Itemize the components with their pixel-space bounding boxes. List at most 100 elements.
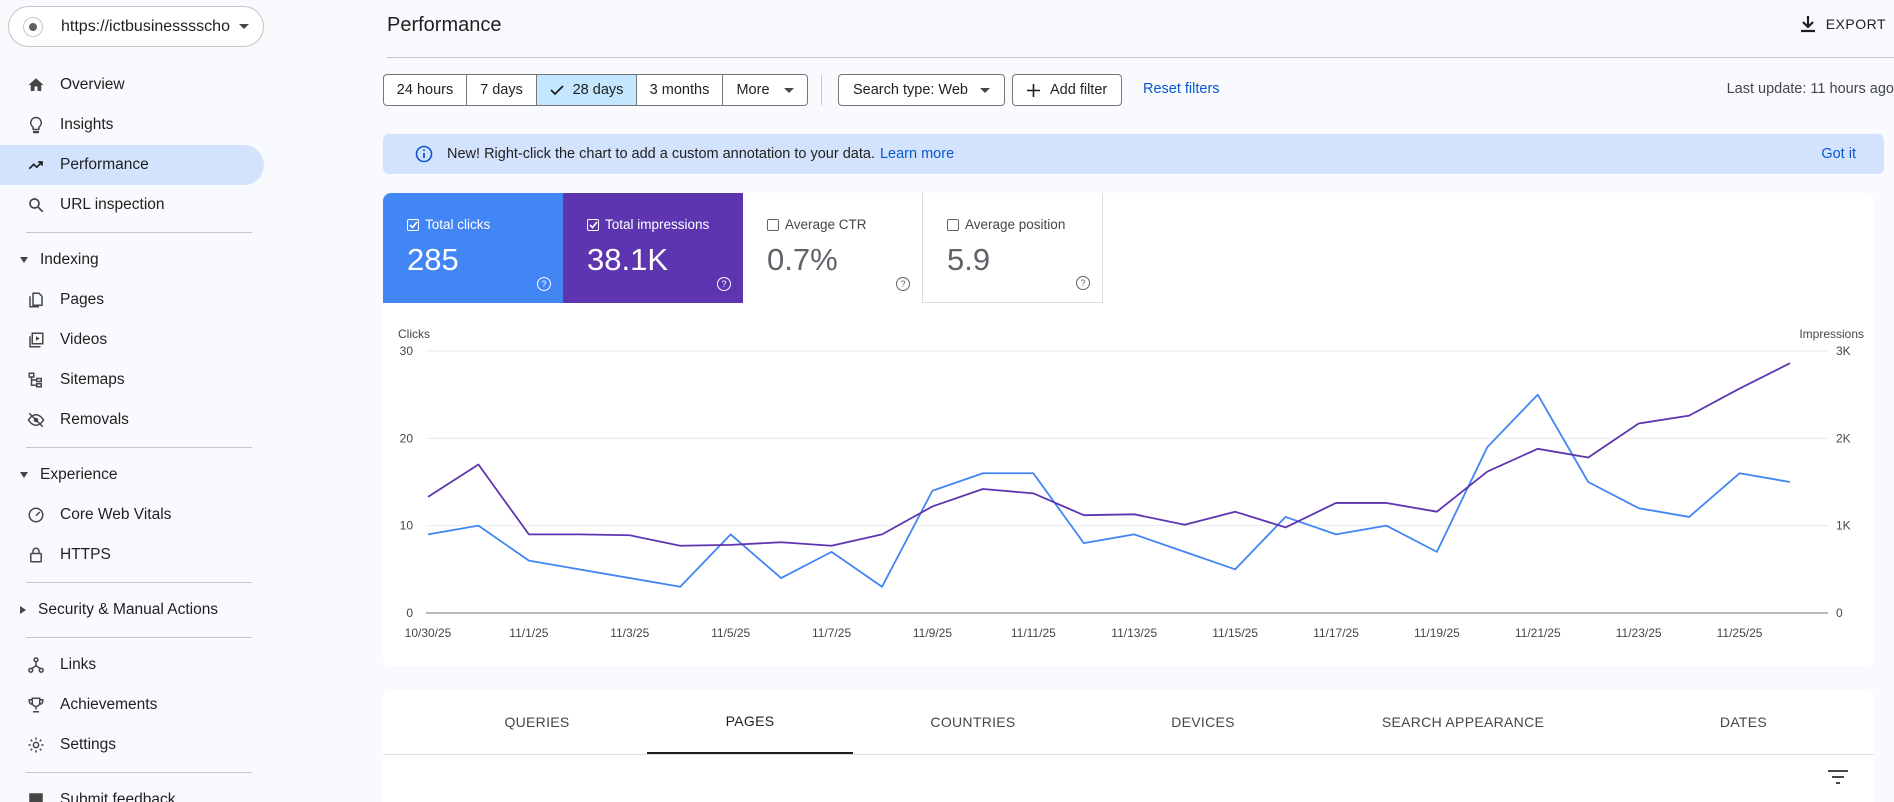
info-icon: [415, 145, 433, 163]
section-label: Indexing: [40, 251, 99, 268]
toolbar-divider: [821, 75, 822, 105]
help-icon[interactable]: ?: [717, 277, 731, 291]
add-filter-label: Add filter: [1050, 82, 1108, 98]
help-icon[interactable]: ?: [1076, 276, 1090, 290]
tab-pages[interactable]: PAGES: [647, 690, 853, 754]
x-tick: 11/1/25: [509, 626, 548, 640]
sidebar-section-experience[interactable]: Experience: [0, 455, 264, 495]
sidebar-item-label: Videos: [60, 331, 108, 348]
metric-total-impressions[interactable]: Total impressions 38.1K ?: [563, 193, 743, 303]
metric-value: 285: [407, 242, 459, 277]
trophy-icon: [26, 695, 46, 715]
y-tick-left: 0: [406, 606, 413, 620]
checkbox-checked-icon[interactable]: [407, 218, 419, 231]
help-icon[interactable]: ?: [537, 277, 551, 291]
sidebar-item-achievements[interactable]: Achievements: [0, 685, 264, 725]
tab-countries[interactable]: COUNTRIES: [930, 714, 1016, 730]
sidebar-item-core-web-vitals[interactable]: Core Web Vitals: [0, 495, 264, 535]
tab-search-appearance[interactable]: SEARCH APPEARANCE: [1381, 714, 1545, 730]
checkbox-unchecked-icon[interactable]: [947, 218, 959, 231]
sidebar-item-label: Settings: [60, 736, 117, 753]
x-tick: 11/9/25: [913, 626, 952, 640]
performance-card: Total clicks 285 ? Total impressions 38.…: [383, 193, 1874, 666]
sidebar-section-indexing[interactable]: Indexing: [0, 240, 264, 280]
property-icon: [23, 16, 43, 37]
search-type-filter[interactable]: Search type: Web: [838, 74, 1005, 106]
sidebar-item-label: Overview: [60, 76, 125, 93]
speed-icon: [26, 505, 46, 525]
sidebar-item-label: URL inspection: [60, 196, 165, 213]
sidebar-item-label: Sitemaps: [60, 371, 125, 388]
sidebar-item-videos[interactable]: Videos: [0, 320, 264, 360]
eye-off-icon: [26, 410, 46, 430]
sidebar-item-label: Submit feedback: [60, 791, 176, 802]
lock-icon: [26, 545, 46, 565]
sidebar-item-label: Performance: [60, 156, 149, 173]
x-tick: 11/15/25: [1212, 626, 1258, 640]
search-type-label: Search type: Web: [853, 82, 968, 98]
metric-total-clicks[interactable]: Total clicks 285 ?: [383, 193, 563, 303]
page-title: Performance: [387, 14, 502, 36]
metric-label: Average position: [965, 217, 1066, 232]
sidebar: https://ictbusinesssscho... Overview Ins…: [0, 0, 264, 802]
plus-icon: [1027, 83, 1040, 97]
chevron-down-icon: [239, 24, 249, 29]
checkbox-unchecked-icon[interactable]: [767, 218, 779, 231]
range-label: 28 days: [572, 82, 624, 98]
got-it-button[interactable]: Got it: [1821, 146, 1856, 162]
x-tick: 11/7/25: [812, 626, 851, 640]
y-tick-right: 1K: [1836, 519, 1851, 533]
range-more[interactable]: More: [723, 75, 807, 105]
links-icon: [26, 655, 46, 675]
sidebar-divider: [26, 447, 252, 448]
sidebar-item-pages[interactable]: Pages: [0, 280, 264, 320]
sidebar-item-submit-feedback[interactable]: Submit feedback: [0, 780, 264, 802]
y-tick-left: 10: [400, 519, 414, 533]
add-filter-button[interactable]: Add filter: [1012, 74, 1123, 106]
sidebar-item-removals[interactable]: Removals: [0, 400, 264, 440]
range-28-days[interactable]: 28 days: [537, 75, 637, 105]
video-icon: [26, 330, 46, 350]
learn-more-link[interactable]: Learn more: [879, 146, 955, 162]
range-3-months[interactable]: 3 months: [637, 75, 723, 105]
metric-label: Total clicks: [425, 217, 491, 232]
search-icon: [26, 195, 46, 215]
range-7-days[interactable]: 7 days: [467, 75, 537, 105]
help-icon[interactable]: ?: [896, 277, 910, 291]
metric-value: 0.7%: [767, 242, 838, 277]
sidebar-item-settings[interactable]: Settings: [0, 725, 264, 765]
sidebar-divider: [26, 637, 252, 638]
caret-down-icon: [20, 257, 28, 263]
sidebar-item-insights[interactable]: Insights: [0, 105, 264, 145]
range-24-hours[interactable]: 24 hours: [384, 75, 467, 105]
sidebar-section-security[interactable]: Security & Manual Actions: [0, 590, 264, 630]
performance-chart[interactable]: Clicks Impressions 0 0 10 1K 20 2K 30 3K 10/30/25 1…: [383, 193, 1874, 666]
pages-icon: [26, 290, 46, 310]
export-button[interactable]: EXPORT: [1800, 15, 1886, 33]
tab-queries[interactable]: QUERIES: [504, 714, 570, 730]
tab-dates[interactable]: DATES: [1719, 714, 1768, 730]
y-axis-left-label: Clicks: [398, 327, 430, 341]
sidebar-item-performance[interactable]: Performance: [0, 145, 264, 185]
metric-average-position[interactable]: Average position 5.9 ?: [923, 193, 1103, 303]
reset-filters-link[interactable]: Reset filters: [1143, 81, 1220, 97]
sidebar-item-label: Core Web Vitals: [60, 506, 172, 523]
property-selector[interactable]: https://ictbusinesssscho...: [8, 6, 264, 47]
sidebar-item-https[interactable]: HTTPS: [0, 535, 264, 575]
filter-list-icon[interactable]: [1828, 770, 1848, 784]
sidebar-item-links[interactable]: Links: [0, 645, 264, 685]
tab-devices[interactable]: DEVICES: [1171, 714, 1235, 730]
range-label: 7 days: [480, 82, 523, 98]
sidebar-divider: [26, 582, 252, 583]
sidebar-item-url-inspection[interactable]: URL inspection: [0, 185, 264, 225]
checkbox-checked-icon[interactable]: [587, 218, 599, 231]
metric-average-ctr[interactable]: Average CTR 0.7% ?: [743, 193, 923, 303]
section-label: Security & Manual Actions: [38, 601, 219, 618]
section-label: Experience: [40, 466, 118, 483]
property-url: https://ictbusinesssscho...: [61, 17, 231, 35]
sidebar-item-overview[interactable]: Overview: [0, 65, 264, 105]
sidebar-item-sitemaps[interactable]: Sitemaps: [0, 360, 264, 400]
y-tick-left: 20: [400, 431, 414, 445]
x-tick: 11/25/25: [1717, 626, 1763, 640]
series-line-clicks: [427, 393, 1791, 588]
